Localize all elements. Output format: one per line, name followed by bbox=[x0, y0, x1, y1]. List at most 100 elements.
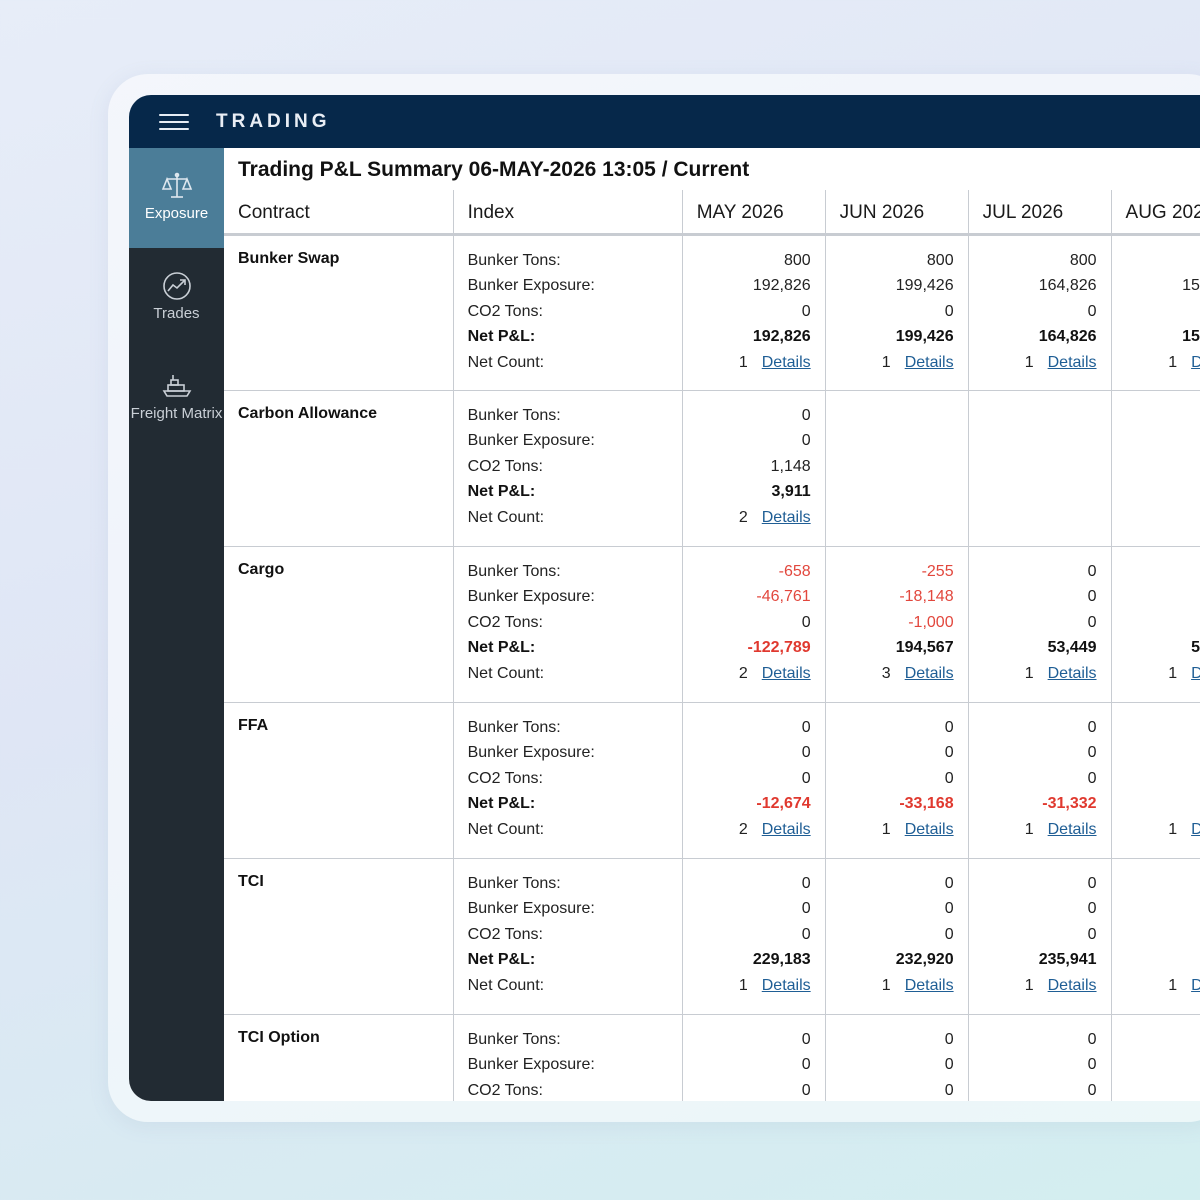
month-value-cell: 0 0 0 bbox=[824, 1014, 969, 1101]
details-link[interactable]: Details bbox=[904, 353, 954, 371]
bunker-exposure-value: 0 bbox=[944, 1056, 954, 1073]
net-pl-value: 164,826 bbox=[1038, 328, 1097, 345]
sidebar: Exposure Trades Freight Matrix bbox=[129, 148, 224, 1101]
co2-tons-value: 0 bbox=[944, 302, 954, 320]
contract-cell: FFA bbox=[224, 702, 454, 859]
index-label: Bunker Exposure: bbox=[467, 744, 595, 761]
net-count-value: 3 bbox=[881, 664, 891, 682]
co2-tons-value: 0 bbox=[1087, 613, 1097, 631]
net-count-line: 1 Details bbox=[969, 819, 1111, 845]
bunker-tons-value: 0 bbox=[1087, 718, 1097, 736]
details-link[interactable]: Details bbox=[1191, 353, 1200, 371]
sidebar-item-freight-matrix[interactable]: Freight Matrix bbox=[129, 348, 224, 448]
bunker-tons-value: 0 bbox=[1087, 874, 1097, 892]
bunker-tons-value: 0 bbox=[801, 1030, 811, 1048]
page-title: Trading P&L Summary 06-MAY-2026 13:05 / … bbox=[238, 158, 750, 181]
sidebar-item-exposure[interactable]: Exposure bbox=[129, 148, 224, 248]
bunker-tons-value bbox=[1112, 561, 1200, 587]
net-count-line: 1 Details bbox=[1112, 819, 1200, 845]
column-header-contract[interactable]: Contract bbox=[224, 190, 454, 236]
index-label: Net Count: bbox=[467, 976, 545, 994]
bunker-exposure-value: 0 bbox=[1087, 588, 1097, 605]
month-value-cell: 800 164,826 0 164,826 1 Details bbox=[967, 234, 1112, 391]
details-link[interactable]: Details bbox=[904, 976, 954, 994]
column-header-month[interactable]: AUG 2026 bbox=[1110, 190, 1200, 236]
details-link[interactable]: Details bbox=[1047, 664, 1097, 682]
net-count-value: 1 bbox=[881, 353, 891, 371]
bunker-exposure-value: 0 bbox=[944, 744, 954, 761]
column-header-index[interactable]: Index bbox=[452, 190, 683, 236]
index-label: Net P&L: bbox=[467, 795, 536, 812]
details-link[interactable]: Details bbox=[1047, 820, 1097, 838]
co2-tons-value: 0 bbox=[1087, 1081, 1097, 1099]
index-label: Net P&L: bbox=[467, 951, 536, 968]
details-link[interactable]: Details bbox=[1047, 976, 1097, 994]
index-label: Bunker Exposure: bbox=[467, 277, 595, 294]
net-pl-value: -33,168 bbox=[899, 795, 954, 812]
net-count-value: 1 bbox=[1024, 664, 1034, 682]
contract-name: TCI bbox=[238, 872, 264, 890]
details-link[interactable]: Details bbox=[904, 820, 954, 838]
contract-name: Carbon Allowance bbox=[238, 404, 377, 422]
co2-tons-value: 0 bbox=[801, 1081, 811, 1099]
net-pl-value: 3,911 bbox=[771, 483, 811, 500]
co2-tons-value: 0 bbox=[944, 769, 954, 787]
bunker-exposure-value: -18,148 bbox=[899, 588, 954, 605]
index-label: CO2 Tons: bbox=[467, 457, 543, 475]
index-label: Bunker Exposure: bbox=[467, 432, 595, 449]
hamburger-menu-icon[interactable] bbox=[159, 112, 189, 132]
details-link[interactable]: Details bbox=[1191, 976, 1200, 994]
index-cell: Bunker Tons: Bunker Exposure: CO2 Tons: Net… bbox=[452, 234, 683, 391]
index-label: Net P&L: bbox=[467, 639, 536, 656]
net-count-value: 1 bbox=[881, 976, 891, 994]
details-link[interactable]: Details bbox=[1191, 664, 1200, 682]
details-link[interactable]: Details bbox=[761, 353, 811, 371]
details-link[interactable]: Details bbox=[1191, 820, 1200, 838]
net-pl-value: 53,449 bbox=[1047, 639, 1097, 656]
bunker-tons-value: 0 bbox=[801, 718, 811, 736]
month-value-cell: 0 0 0 235,941 1 Details bbox=[967, 858, 1112, 1015]
month-value-cell bbox=[1110, 1014, 1200, 1101]
details-link[interactable]: Details bbox=[1047, 353, 1097, 371]
index-label: Bunker Tons: bbox=[467, 718, 561, 736]
index-label: CO2 Tons: bbox=[467, 613, 543, 631]
month-value-cell: 53,449 1 Details bbox=[1110, 546, 1200, 703]
column-header-month[interactable]: JUL 2026 bbox=[967, 190, 1112, 236]
bunker-tons-value: 800 bbox=[926, 251, 954, 269]
month-value-cell: 0 0 0 bbox=[967, 1014, 1112, 1101]
net-pl-value: 229,183 bbox=[752, 951, 811, 968]
bunker-exposure-value: 0 bbox=[944, 900, 954, 917]
sidebar-item-label: Trades bbox=[153, 305, 200, 322]
month-value-cell: -658 -46,761 0 -122,789 2 Details bbox=[681, 546, 826, 703]
details-link[interactable]: Details bbox=[761, 976, 811, 994]
net-count-value: 1 bbox=[738, 976, 748, 994]
bunker-tons-value: 0 bbox=[801, 874, 811, 892]
column-header-month[interactable]: JUN 2026 bbox=[824, 190, 969, 236]
details-link[interactable]: Details bbox=[761, 508, 811, 526]
month-value-cell: 0 0 0 53,449 1 Details bbox=[967, 546, 1112, 703]
details-link[interactable]: Details bbox=[761, 664, 811, 682]
index-label: CO2 Tons: bbox=[467, 769, 543, 787]
index-label: Bunker Tons: bbox=[467, 1030, 561, 1048]
column-header-month[interactable]: MAY 2026 bbox=[681, 190, 826, 236]
sidebar-item-trades[interactable]: Trades bbox=[129, 248, 224, 348]
net-count-value: 2 bbox=[738, 508, 748, 526]
co2-tons-value: 0 bbox=[801, 925, 811, 943]
net-count-value: 1 bbox=[1024, 976, 1034, 994]
bunker-tons-value bbox=[1112, 873, 1200, 899]
index-label: Net Count: bbox=[467, 820, 545, 838]
net-count-line: 1 Details bbox=[969, 663, 1111, 689]
bunker-tons-value: 800 bbox=[1112, 250, 1200, 276]
co2-tons-value bbox=[1112, 924, 1200, 950]
details-link[interactable]: Details bbox=[904, 664, 954, 682]
net-pl-value: 194,567 bbox=[895, 639, 954, 656]
bunker-exposure-value: 164,826 bbox=[1038, 277, 1097, 294]
net-count-line: 3 Details bbox=[826, 663, 968, 689]
bunker-tons-value: 0 bbox=[944, 1030, 954, 1048]
ship-icon bbox=[162, 375, 191, 397]
contract-name: Cargo bbox=[238, 560, 285, 578]
bunker-exposure-value: 0 bbox=[1087, 1056, 1097, 1073]
bunker-tons-value: 800 bbox=[1069, 251, 1097, 269]
details-link[interactable]: Details bbox=[761, 820, 811, 838]
contract-cell: TCI bbox=[224, 858, 454, 1015]
